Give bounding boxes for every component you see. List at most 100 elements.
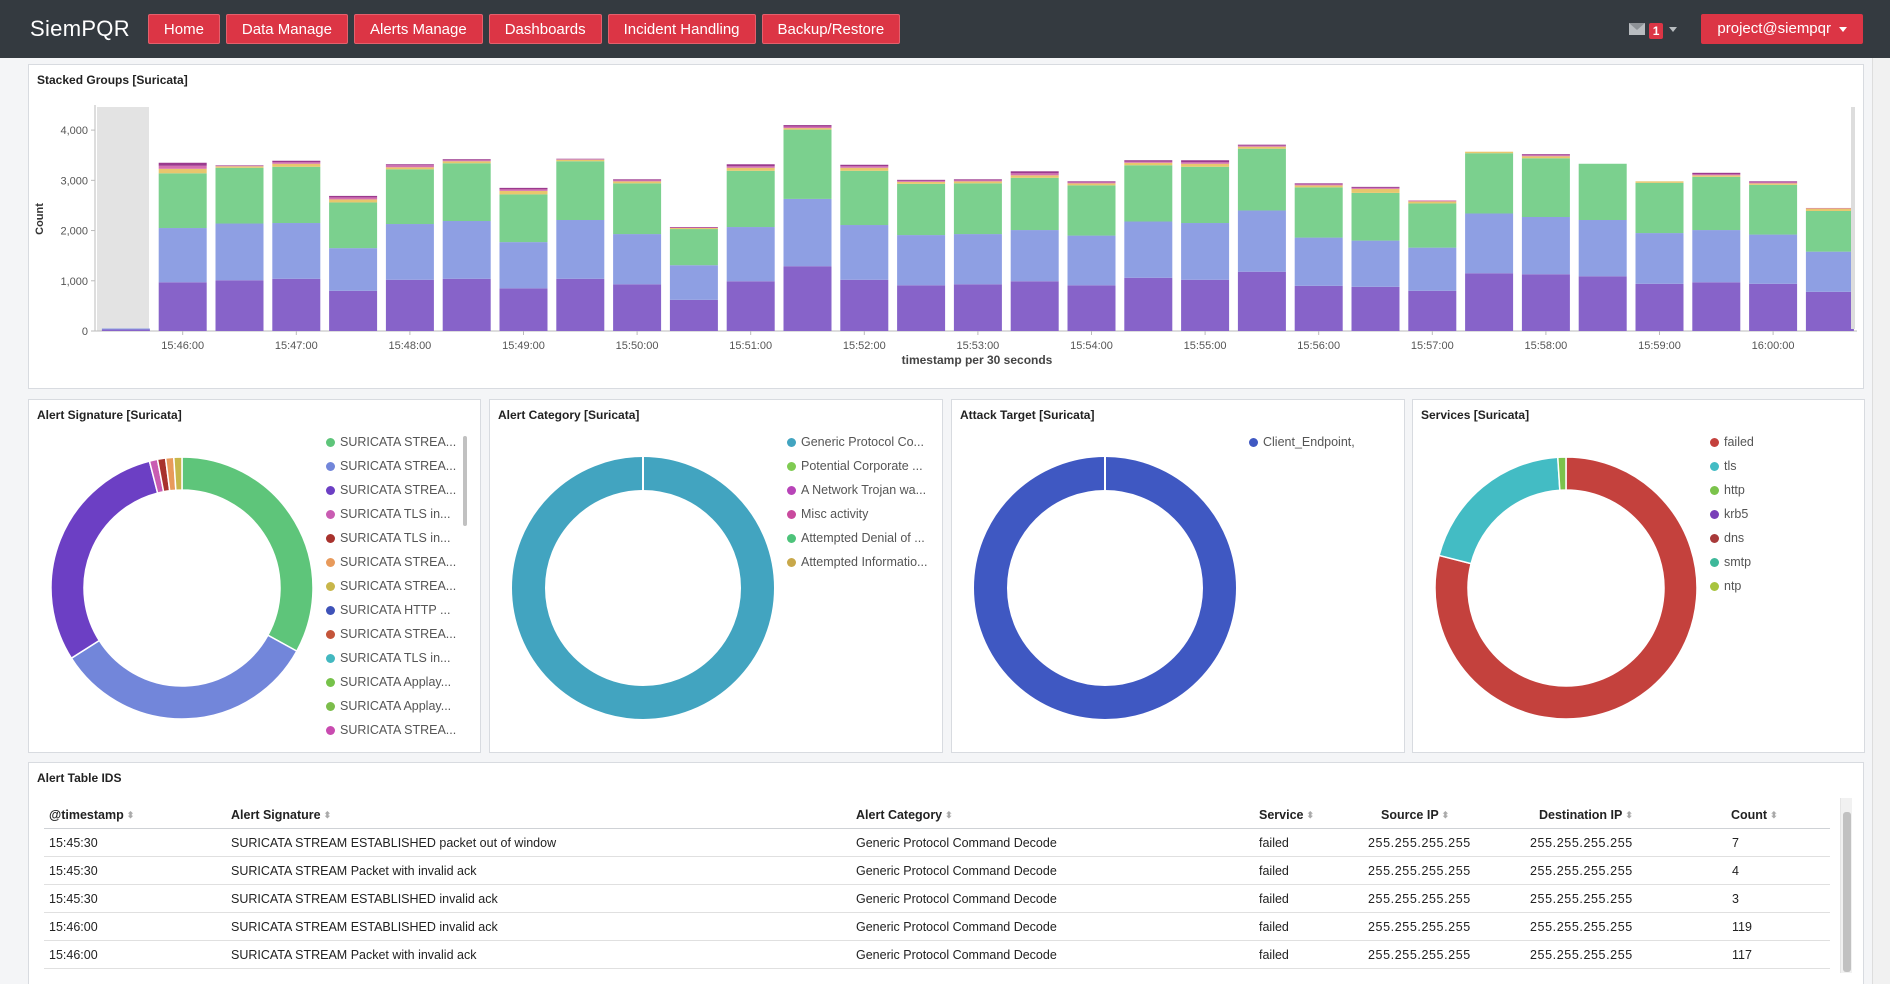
table-row[interactable]: 15:46:00 SURICATA STREAM ESTABLISHED inva… [44,913,1830,941]
table-scrollbar-thumb[interactable] [1843,812,1851,972]
donut-slice[interactable] [974,457,1236,719]
bar-segment[interactable] [329,197,378,200]
bar-segment[interactable] [1067,182,1116,184]
legend-item[interactable]: SURICATA STREA... [326,454,456,478]
bar-segment[interactable] [442,163,491,222]
bar-segment[interactable] [783,128,832,130]
bar-segment[interactable] [840,279,889,331]
bar-segment[interactable] [1351,192,1400,241]
donut-slice[interactable] [70,634,298,720]
bar-segment[interactable] [840,167,889,171]
bar-segment[interactable] [613,183,662,235]
bar-segment[interactable] [499,190,548,195]
bar-segment[interactable] [1237,146,1286,149]
legend-item[interactable]: Generic Protocol Co... [787,430,927,454]
bar-segment[interactable] [272,160,321,163]
bar-segment[interactable] [783,198,832,267]
nav-incident-handling-button[interactable]: Incident Handling [607,14,756,44]
bar-segment[interactable] [442,278,491,331]
nav-home-button[interactable]: Home [147,14,220,44]
table-scrollbar[interactable] [1840,798,1852,973]
bar-segment[interactable] [1578,163,1627,221]
bar-segment[interactable] [1749,182,1798,184]
legend-item[interactable]: SURICATA STREA... [326,622,456,646]
bar-segment[interactable] [1067,181,1116,183]
bar-segment[interactable] [726,164,775,167]
bar-segment[interactable] [1181,279,1230,331]
bar-segment[interactable] [1237,271,1286,331]
bar-segment[interactable] [158,168,207,174]
bar-segment[interactable] [1237,148,1286,211]
bar-segment[interactable] [1067,183,1116,186]
bar-segment[interactable] [1124,165,1173,222]
bar-segment[interactable] [1124,221,1173,278]
bar-segment[interactable] [840,166,889,168]
bar-segment[interactable] [556,159,605,162]
bar-segment[interactable] [1521,216,1570,275]
bar-segment[interactable] [1692,176,1741,231]
bar-segment[interactable] [329,290,378,331]
bar-segment[interactable] [897,181,946,184]
bar-segment[interactable] [1181,166,1230,224]
bar-segment[interactable] [953,180,1002,182]
bar-segment[interactable] [385,165,434,168]
bar-segment[interactable] [158,282,207,331]
column-header-count[interactable]: Count ⬍ [1731,808,1778,822]
bar-segment[interactable] [329,195,378,198]
bar-segment[interactable] [499,189,548,191]
donut-slice[interactable] [50,460,159,660]
donut-slice[interactable] [172,456,183,491]
legend-item[interactable]: http [1710,478,1754,502]
bar-segment[interactable] [158,228,207,283]
bar-segment[interactable] [272,166,321,224]
bar-segment[interactable] [1294,183,1343,185]
nav-dashboards-button[interactable]: Dashboards [488,14,602,44]
bar-segment[interactable] [726,281,775,331]
bar-segment[interactable] [1521,155,1570,157]
legend-item[interactable]: SURICATA TLS in... [326,526,456,550]
bar-segment[interactable] [1805,207,1854,209]
bar-segment[interactable] [897,180,946,182]
bar-segment[interactable] [329,248,378,291]
bar-segment[interactable] [897,179,946,181]
bar-segment[interactable] [215,280,264,331]
bar-segment[interactable] [953,234,1002,285]
nav-data-manage-button[interactable]: Data Manage [225,14,348,44]
bar-segment[interactable] [783,125,832,127]
table-row[interactable]: 15:45:30 SURICATA STREAM ESTABLISHED pack… [44,829,1830,857]
table-row[interactable]: 15:45:30 SURICATA STREAM Packet with inva… [44,857,1830,885]
bar-segment[interactable] [1749,283,1798,331]
bar-segment[interactable] [1635,182,1684,234]
bar-segment[interactable] [499,242,548,289]
bar-segment[interactable] [1294,185,1343,188]
bar-segment[interactable] [1294,285,1343,331]
nav-backup-restore-button[interactable]: Backup/Restore [761,14,901,44]
user-menu-button[interactable]: project@siempqr [1701,14,1863,44]
legend-item[interactable]: SURICATA STREA... [326,478,456,502]
table-row[interactable]: 15:45:30 SURICATA STREAM ESTABLISHED inva… [44,885,1830,913]
column-header-timestamp[interactable]: @timestamp ⬍ [49,808,134,822]
bar-segment[interactable] [1124,160,1173,162]
bar-segment[interactable] [1067,285,1116,331]
bar-segment[interactable] [1578,220,1627,277]
bar-segment[interactable] [1124,161,1173,163]
bar-segment[interactable] [556,161,605,221]
bar-segment[interactable] [499,288,548,331]
bar-segment[interactable] [1749,183,1798,185]
bar-segment[interactable] [1181,160,1230,163]
bar-segment[interactable] [556,158,605,160]
bar-segment[interactable] [1521,274,1570,331]
bar-segment[interactable] [1692,172,1741,175]
column-header-service[interactable]: Service ⬍ [1259,808,1314,822]
legend-item[interactable]: SURICATA STREA... [326,574,456,598]
nav-alerts-manage-button[interactable]: Alerts Manage [353,14,483,44]
bar-segment[interactable] [1692,174,1741,176]
bar-segment[interactable] [1010,171,1059,174]
bar-segment[interactable] [101,329,150,331]
column-header-alert-signature[interactable]: Alert Signature ⬍ [231,808,331,822]
legend-item[interactable]: SURICATA TLS in... [326,646,456,670]
bar-segment[interactable] [1749,184,1798,235]
bar-segment[interactable] [1521,156,1570,159]
bar-segment[interactable] [840,170,889,226]
bar-segment[interactable] [1067,185,1116,236]
